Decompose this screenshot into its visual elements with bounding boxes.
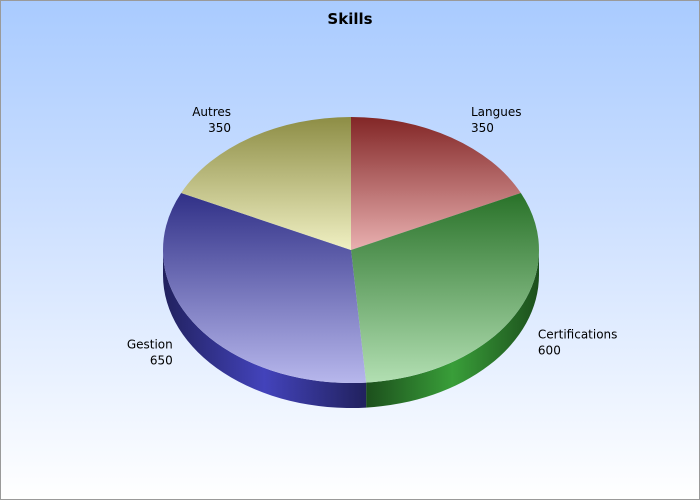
pie-sides — [163, 250, 539, 408]
label-langues: Langues — [471, 105, 522, 119]
pie-slices — [162, 117, 539, 383]
label-autres: Autres — [192, 105, 231, 119]
value-certifications: 600 — [538, 344, 561, 358]
value-langues: 350 — [471, 121, 494, 135]
pie-slice-autres — [181, 117, 351, 250]
label-gestion: Gestion — [127, 338, 173, 352]
value-gestion: 650 — [150, 354, 173, 368]
label-certifications: Certifications — [538, 328, 617, 342]
chart-title: Skills — [327, 10, 373, 28]
pie-slice-certifications — [351, 192, 539, 383]
pie-slice-langues — [351, 117, 521, 250]
value-autres: 350 — [208, 121, 231, 135]
pie-slice-gestion — [162, 192, 367, 383]
pie-side-gestion — [163, 250, 367, 408]
pie-labels: Langues 350 Certifications 600 Gestion 650 Aut… — [127, 105, 618, 368]
pie-side-certifications — [366, 250, 539, 408]
